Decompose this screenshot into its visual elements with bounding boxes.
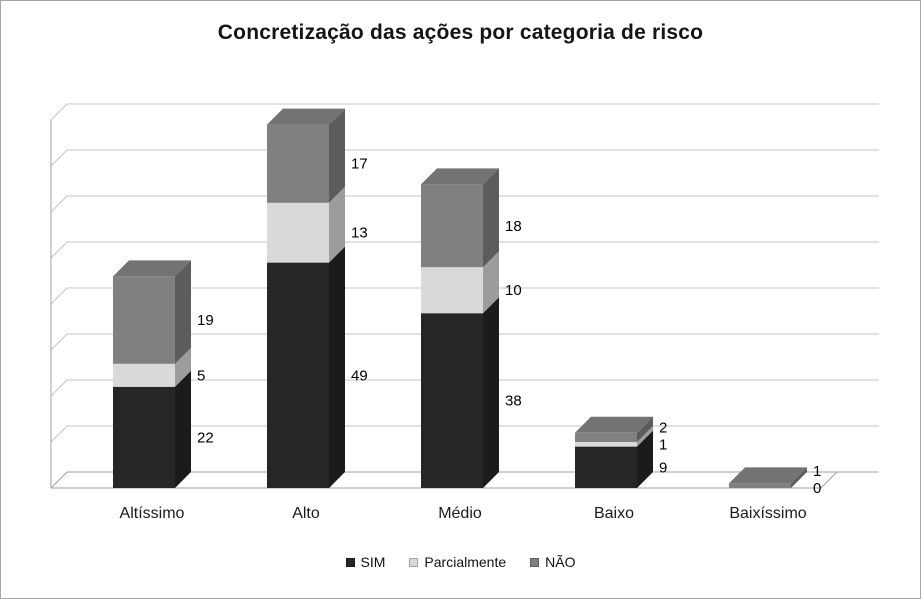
data-label-Alto-SIM: 49 [351,367,368,384]
category-label-Alto: Alto [292,505,320,522]
bar-side-Médio-SIM [483,297,499,488]
bar-side-Altíssimo-Parcialmente [175,347,191,387]
category-label-Altíssimo: Altíssimo [120,505,185,522]
bar-top-Alto [267,108,345,125]
bar-side-Baixíssimo-NÃO [791,467,807,488]
bar-side-Alto-Parcialmente [329,186,345,263]
bar-segment-Altíssimo-SIM [113,386,175,488]
bar-segment-Baixo-Parcialmente [575,442,637,447]
bar-side-Médio-NÃO [483,168,499,268]
category-label-Baixíssimo: Baixíssimo [729,505,806,522]
chart-legend: SIM Parcialmente NÃO [1,554,920,570]
bar-segment-Médio-SIM [421,313,483,488]
bar-side-Altíssimo-SIM [175,370,191,488]
bar-top-Médio [421,168,499,185]
data-label-Baixo-NÃO: 2 [659,419,667,436]
legend-swatch-não [530,557,540,567]
bar-segment-Baixo-SIM [575,446,637,488]
bar-side-Baixo-NÃO [637,416,653,442]
bar-top-Baixo [575,416,653,433]
bar-top-Baixíssimo [729,467,807,484]
bar-side-Baixo-Parcialmente [637,426,653,447]
legend-swatch-sim [345,557,355,567]
bar-segment-Altíssimo-NÃO [113,276,175,364]
bar-side-Alto-SIM [329,246,345,488]
bar-segment-Alto-NÃO [267,124,329,203]
bar-side-Alto-NÃO [329,108,345,203]
bar-side-Altíssimo-NÃO [175,260,191,364]
gridline-connector [50,471,68,489]
gridline-connector [50,333,68,351]
bar-segment-Médio-NÃO [421,184,483,268]
bar-segment-Alto-SIM [267,262,329,488]
legend-item-sim: SIM [345,554,386,570]
bar-side-Baixo-SIM [637,430,653,488]
gridline-connector [50,379,68,397]
data-label-Alto-Parcialmente: 13 [351,225,368,242]
gridline-connector [50,149,68,167]
legend-item-parcialmente: Parcialmente [409,554,506,570]
data-label-Baixo-Parcialmente: 1 [659,436,667,453]
legend-swatch-parcialmente [409,557,419,567]
legend-label-parcialmente: Parcialmente [424,554,507,570]
category-label-Baixo: Baixo [594,505,634,522]
data-label-Alto-NÃO: 17 [351,156,368,173]
gridline-connector [50,195,68,213]
bar-side-Médio-Parcialmente [483,251,499,314]
data-label-Altíssimo-Parcialmente: 5 [197,367,205,384]
bar-segment-Baixíssimo-NÃO [729,483,791,488]
gridline-connector [50,103,68,121]
bar-segment-Altíssimo-Parcialmente [113,363,175,387]
bar-top-Altíssimo [113,260,191,277]
data-label-Médio-SIM: 38 [505,393,522,410]
gridline-connector [50,287,68,305]
data-label-Baixíssimo-NÃO: 1 [813,463,821,480]
data-label-Baixo-SIM: 9 [659,459,667,476]
floor-right-edge [820,471,838,489]
legend-item-não: NÃO [530,554,575,570]
chart-title: Concretização das ações por categoria de… [217,21,704,44]
data-label-Médio-Parcialmente: 10 [505,282,522,299]
bar-segment-Baixo-NÃO [575,432,637,442]
data-label-Baixíssimo-SIM: 0 [813,480,821,497]
legend-label-sim: SIM [360,554,386,570]
legend-label-não: NÃO [545,554,576,570]
gridline-connector [50,241,68,259]
category-label-Médio: Médio [438,505,482,522]
bar-segment-Alto-Parcialmente [267,202,329,263]
data-label-Altíssimo-NÃO: 19 [197,312,214,329]
bar-segment-Médio-Parcialmente [421,267,483,314]
gridline-connector [50,425,68,443]
data-label-Altíssimo-SIM: 22 [197,429,214,446]
data-label-Médio-NÃO: 18 [505,218,522,235]
